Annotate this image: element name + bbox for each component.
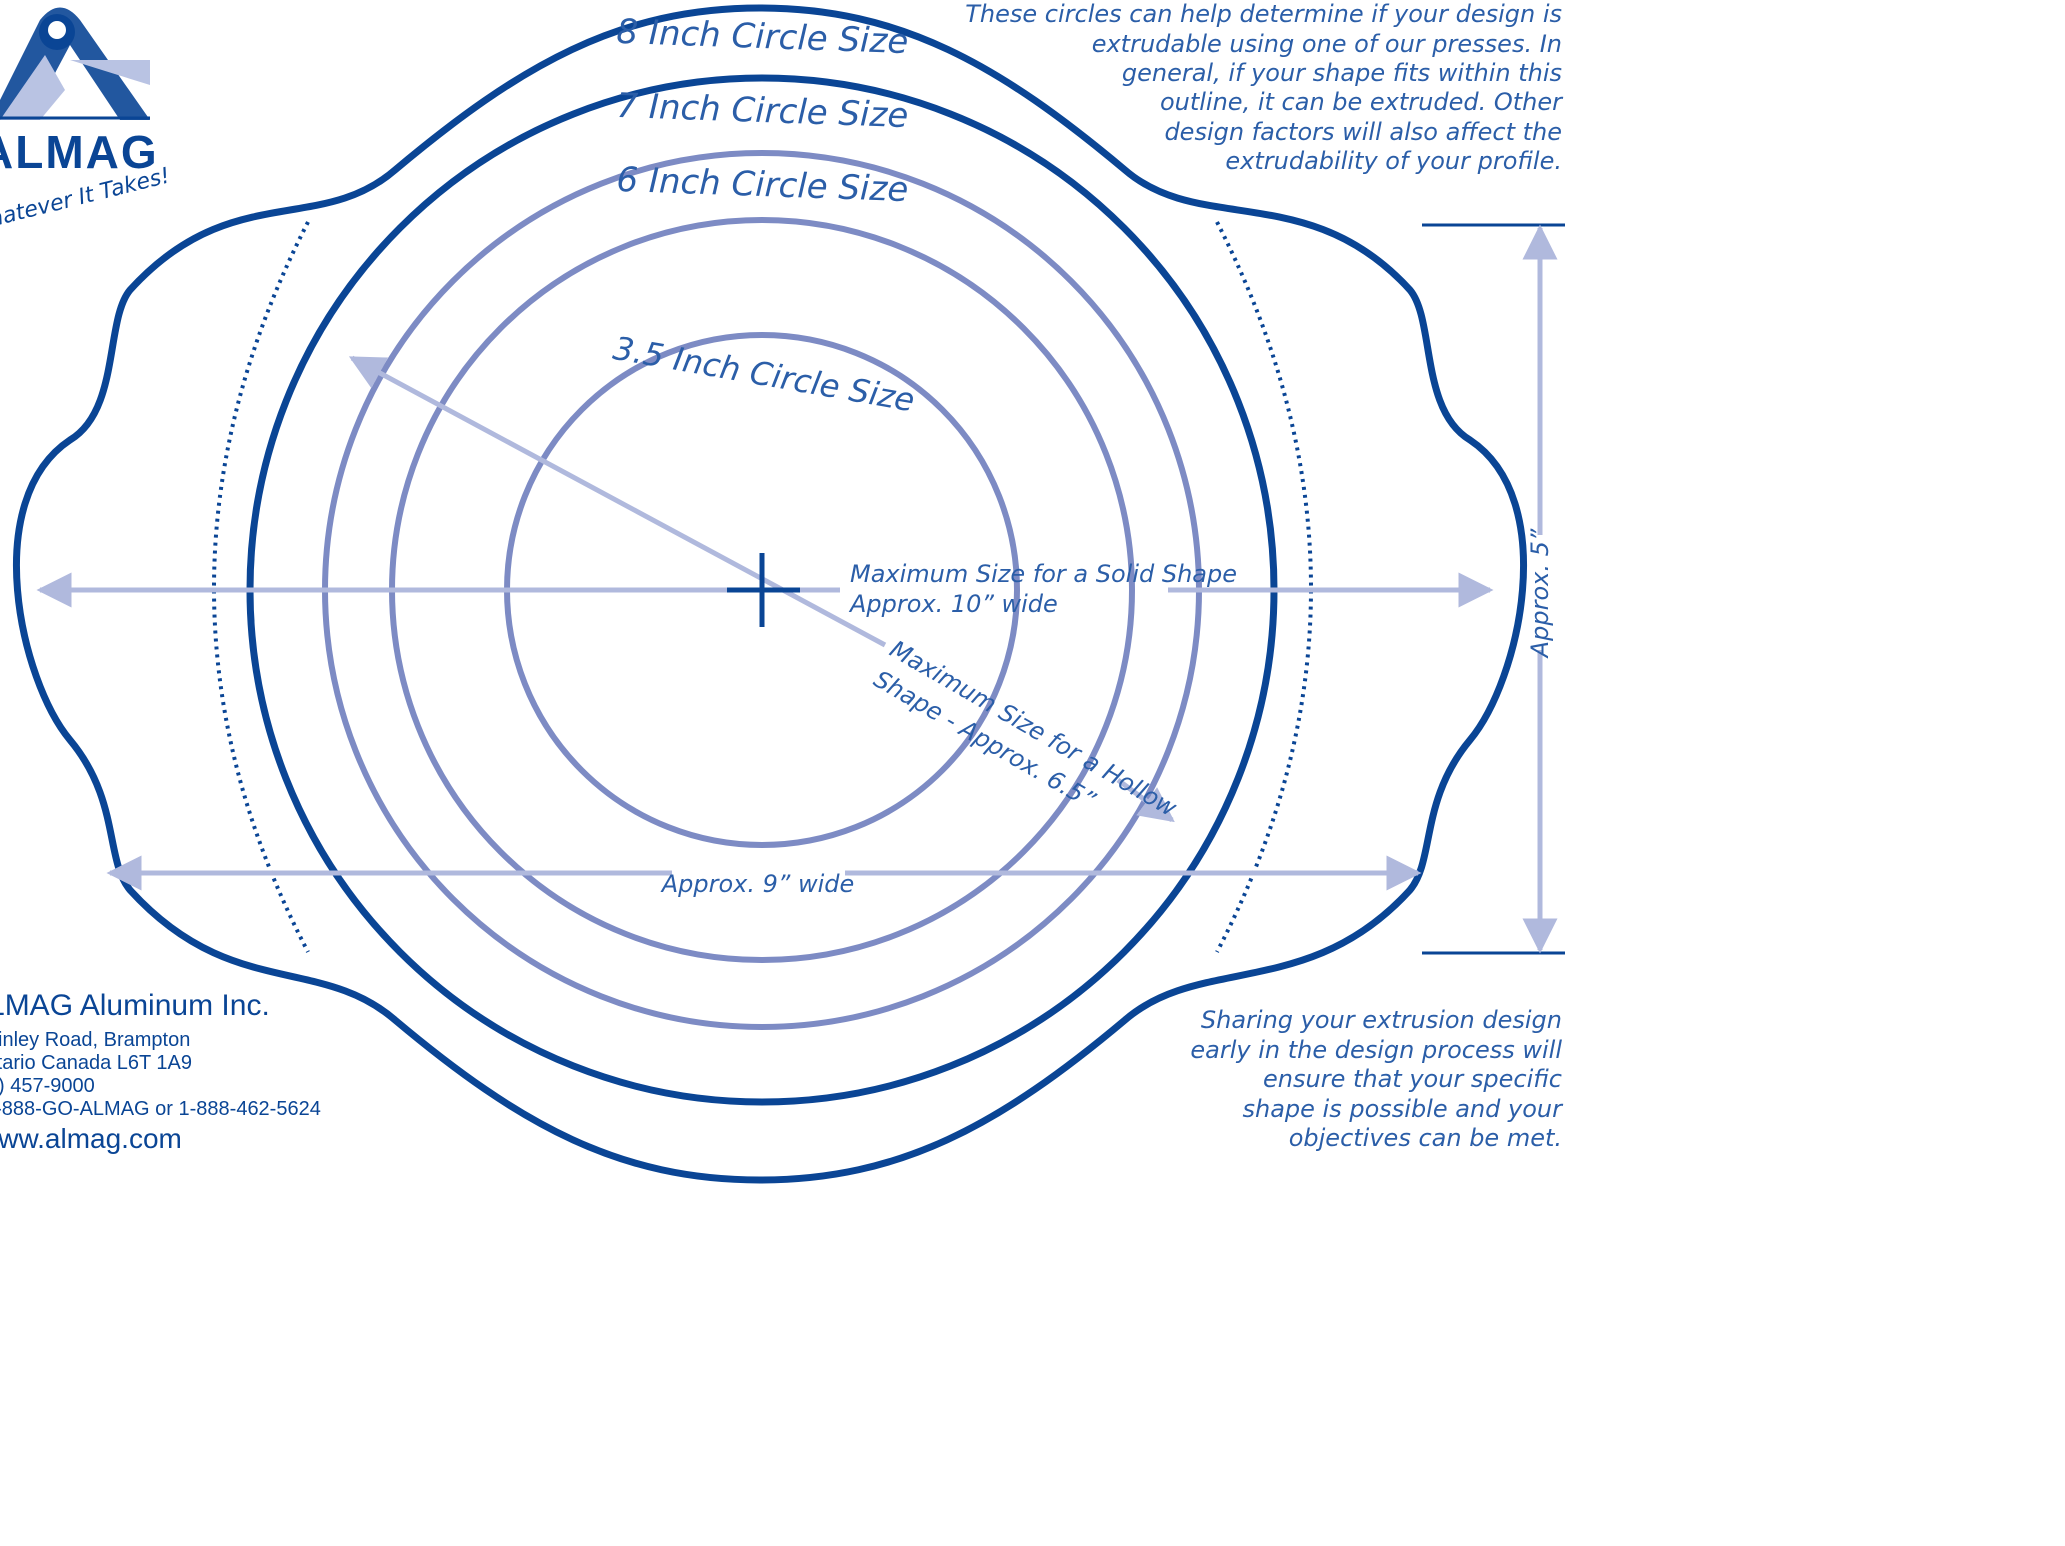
company-address-2: Ontario Canada L6T 1A9 — [0, 1052, 192, 1074]
note-bottom-line: ensure that your specific — [1263, 1065, 1562, 1093]
note-bottom-line: early in the design process will — [1190, 1036, 1562, 1064]
almag-logo: ALMAG Whatever It Takes! — [0, 7, 173, 238]
note-top-line: extrudable using one of our presses. In — [1092, 30, 1562, 58]
solid-shape-label-1: Maximum Size for a Solid Shape — [850, 560, 1237, 588]
company-name: ALMAG Aluminum Inc. — [0, 989, 270, 1022]
note-bottom-line: shape is possible and your — [1243, 1095, 1565, 1123]
note-bottom: Sharing your extrusion design early in t… — [1190, 1006, 1564, 1152]
label-3-5-inch: 3.5 Inch Circle Size — [610, 329, 917, 419]
note-top: These circles can help determine if your… — [965, 0, 1564, 175]
note-top-line: These circles can help determine if your… — [965, 0, 1562, 28]
logo-mark-icon — [0, 7, 150, 120]
note-top-line: general, if your shape fits within this — [1122, 59, 1562, 87]
company-tollfree: 1-888-GO-ALMAG or 1-888-462-5624 — [0, 1098, 321, 1120]
center-crosshair-icon — [727, 553, 800, 627]
note-top-line: design factors will also affect the — [1164, 118, 1562, 146]
company-info: ALMAG Aluminum Inc. 22 Finley Road, Bram… — [0, 989, 321, 1154]
width-9-label: Approx. 9” wide — [660, 870, 855, 898]
hollow-diagonal-line-lower — [1116, 777, 1175, 823]
dotted-arc-left — [212, 221, 310, 953]
company-address-1: 22 Finley Road, Brampton — [0, 1029, 190, 1051]
note-bottom-line: objectives can be met. — [1289, 1124, 1562, 1152]
height-5-label: Approx. 5” — [1526, 528, 1554, 659]
note-bottom-line: Sharing your extrusion design — [1201, 1006, 1562, 1034]
company-website-link[interactable]: www.almag.com — [0, 1123, 182, 1154]
note-top-line: outline, it can be extruded. Other — [1160, 88, 1564, 116]
hollow-shape-label-1: Maximum Size for a Hollow — [885, 635, 1182, 822]
hollow-diagonal-line-upper — [348, 355, 887, 648]
company-phone: (905) 457-9000 — [0, 1075, 95, 1097]
brand-name: ALMAG — [0, 126, 159, 178]
solid-shape-label-2: Approx. 10” wide — [848, 590, 1058, 618]
note-top-line: extrudability of your profile. — [1225, 147, 1562, 175]
